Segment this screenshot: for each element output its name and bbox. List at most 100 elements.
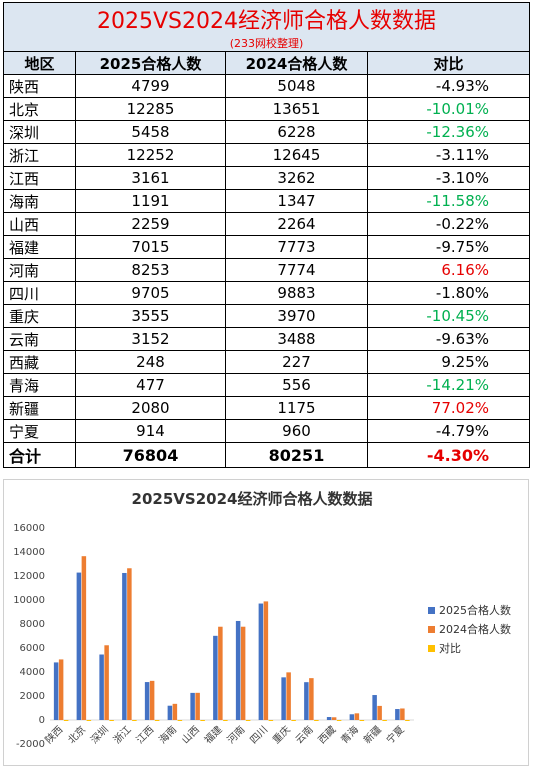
value-2025-cell: 7015: [75, 235, 226, 259]
bar-diff: [200, 720, 205, 721]
diff-cell: -11.58%: [367, 189, 530, 213]
legend-label: 对比: [439, 641, 461, 655]
value-2024-cell: 1347: [225, 189, 368, 213]
value-2025-cell: 3152: [75, 327, 226, 351]
bar-2024: [377, 705, 382, 720]
x-tick-label: 宁夏: [383, 723, 406, 746]
table-row: 重庆 3555 3970 -10.45%: [3, 304, 530, 328]
bar-2024: [172, 703, 178, 720]
table-row: 四川 9705 9883 -1.80%: [3, 281, 530, 305]
table-row: 海南 1191 1347 -11.58%: [3, 189, 530, 213]
region-cell: 河南: [3, 258, 76, 282]
diff-cell: 6.16%: [367, 258, 530, 282]
y-tick-label: 2000: [20, 691, 45, 702]
x-tick-label: 山西: [179, 724, 202, 747]
value-2025-cell: 2080: [75, 396, 226, 420]
bar-2025: [372, 695, 377, 720]
bar-diff: [132, 720, 137, 721]
bar-2024: [195, 692, 200, 720]
bar-diff: [336, 719, 342, 721]
table-row: 深圳 5458 6228 -12.36%: [3, 120, 530, 144]
diff-cell: -3.10%: [367, 166, 530, 190]
bar-diff: [291, 720, 296, 721]
diff-cell: 9.25%: [367, 350, 530, 374]
y-tick-label: -2000: [16, 739, 45, 750]
bar-2024: [400, 708, 405, 720]
bar-2025: [349, 714, 355, 720]
x-tick-label: 浙江: [111, 724, 134, 747]
x-tick-label: 北京: [65, 723, 88, 746]
legend-swatch: [428, 626, 435, 633]
bar-2024: [149, 680, 155, 720]
bar-2024: [58, 659, 64, 720]
x-tick-label: 重庆: [270, 723, 293, 746]
bar-diff: [268, 720, 274, 721]
value-2024-cell: 6228: [225, 120, 368, 144]
region-cell: 福建: [3, 235, 76, 259]
bar-diff: [382, 719, 387, 721]
x-tick-label: 陕西: [42, 723, 65, 746]
bar-diff: [154, 720, 160, 721]
value-2025-cell: 3555: [75, 304, 226, 328]
bar-2025: [395, 709, 400, 720]
value-2025-cell: 3161: [75, 166, 226, 190]
value-2025-cell: 2259: [75, 212, 226, 236]
x-tick-label: 江西: [134, 724, 157, 747]
region-cell: 青海: [3, 373, 76, 397]
y-tick-label: 16000: [13, 523, 45, 534]
bar-2025: [122, 572, 127, 720]
legend-swatch: [428, 645, 435, 652]
bar-2025: [190, 692, 195, 720]
bar-2024: [286, 672, 291, 720]
value-2024-cell: 556: [225, 373, 368, 397]
value-2024-cell: 7773: [225, 235, 368, 259]
region-cell: 宁夏: [3, 419, 76, 443]
bar-2025: [167, 705, 173, 720]
region-cell: 西藏: [3, 350, 76, 374]
region-cell: 重庆: [3, 304, 76, 328]
bar-diff: [223, 720, 228, 721]
y-tick-label: 12000: [13, 571, 45, 582]
diff-cell: -3.11%: [367, 143, 530, 167]
x-tick-label: 青海: [338, 723, 361, 746]
value-2025-cell: 4799: [75, 74, 226, 98]
value-2024-cell: 960: [225, 419, 368, 443]
bar-2025: [144, 682, 150, 720]
bar-2025: [99, 654, 104, 720]
diff-cell: -10.45%: [367, 304, 530, 328]
x-tick-label: 西藏: [316, 724, 339, 747]
table-row: 宁夏 914 960 -4.79%: [3, 419, 530, 443]
diff-cell: -1.80%: [367, 281, 530, 305]
region-cell: 新疆: [3, 396, 76, 420]
legend-label: 2024合格人数: [439, 622, 511, 636]
chart-area: 2025VS2024经济师合格人数数据 -2000 0 2000 4000 6000 800…: [3, 479, 529, 766]
bar-2024: [127, 568, 132, 720]
table-row: 江西 3161 3262 -3.10%: [3, 166, 530, 190]
value-2024-cell: 3488: [225, 327, 368, 351]
x-tick-label: 四川: [248, 724, 270, 746]
bar-2025: [304, 682, 309, 720]
value-2025-cell: 1191: [75, 189, 226, 213]
bar-2024: [104, 645, 109, 720]
spreadsheet: 2025VS2024经济师合格人数数据 (233网校整理) 地区 2025合格人…: [3, 2, 530, 468]
bar-diff: [359, 720, 365, 721]
value-2025-cell: 12285: [75, 97, 226, 121]
bar-2024: [263, 601, 269, 720]
diff-cell: -14.21%: [367, 373, 530, 397]
x-tick-label: 福建: [201, 723, 224, 746]
table-row: 西藏 248 227 9.25%: [3, 350, 530, 374]
value-2025-cell: 914: [75, 419, 226, 443]
table-title: 2025VS2024经济师合格人数数据: [3, 2, 530, 35]
y-tick-label: 0: [39, 715, 45, 726]
bar-2025: [76, 572, 82, 720]
bar-2025: [213, 635, 218, 720]
bar-2025: [258, 603, 264, 720]
value-2024-cell: 80251: [225, 442, 368, 468]
diff-cell: -10.01%: [367, 97, 530, 121]
x-tick-label: 云南: [292, 723, 315, 746]
x-tick-label: 河南: [224, 723, 247, 746]
bar-2025: [235, 620, 241, 720]
bar-2024: [309, 678, 314, 720]
x-tick-label: 新疆: [361, 723, 384, 746]
bar-diff: [63, 720, 69, 721]
